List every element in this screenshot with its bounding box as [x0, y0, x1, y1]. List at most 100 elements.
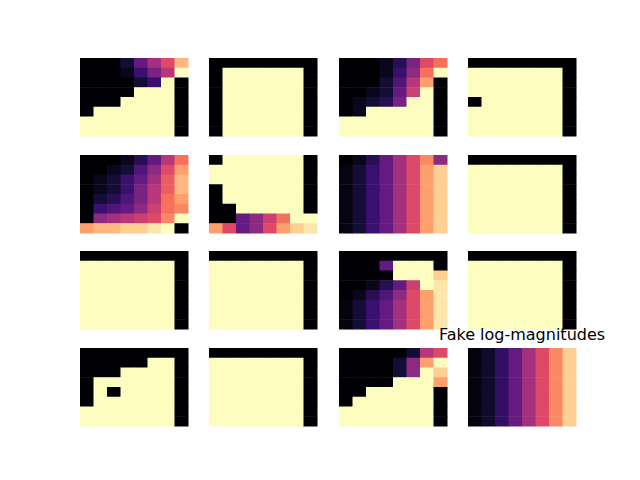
heatmap-cell [161, 87, 175, 97]
heatmap-cell [161, 368, 175, 378]
heatmap-cell [549, 58, 563, 68]
heatmap-cell [236, 78, 250, 88]
heatmap-cell [495, 290, 509, 300]
heatmap-cell [148, 397, 162, 407]
heatmap-cell [468, 204, 482, 214]
heatmap-cell [468, 251, 482, 261]
heatmap-cell [380, 204, 394, 214]
heatmap-cell [393, 310, 407, 320]
heatmap-cell [407, 368, 421, 378]
heatmap-cell [148, 117, 162, 127]
heatmap-cell [380, 165, 394, 175]
heatmap-cell [536, 387, 550, 397]
heatmap-cell [509, 194, 523, 204]
heatmap-cell [250, 261, 264, 271]
heatmap-cell [277, 310, 291, 320]
heatmap-cell [209, 165, 223, 175]
heatmap-cell [161, 97, 175, 107]
heatmap-cell [161, 155, 175, 165]
heatmap-cell [407, 319, 421, 329]
heatmap-cell [94, 126, 108, 136]
heatmap-cell [522, 310, 536, 320]
heatmap-cell [468, 271, 482, 281]
heatmap-cell [339, 87, 353, 97]
heatmap-cell [236, 223, 250, 233]
heatmap-cell [549, 194, 563, 204]
heatmap-cell [482, 68, 496, 78]
heatmap-cell [121, 184, 135, 194]
heatmap-cell [434, 251, 448, 261]
heatmap-cell [549, 271, 563, 281]
heatmap-cell [263, 78, 277, 88]
heatmap-cell [380, 97, 394, 107]
heatmap-cell [209, 368, 223, 378]
heatmap-cell [407, 416, 421, 426]
heatmap-cell [522, 300, 536, 310]
heatmap-cell [236, 117, 250, 127]
heatmap-cell [407, 126, 421, 136]
heatmap-cell [209, 348, 223, 358]
heatmap-cell [563, 175, 577, 185]
heatmap-cell [175, 319, 189, 329]
heatmap-cell [236, 348, 250, 358]
heatmap-cell [495, 377, 509, 387]
heatmap-cell [482, 97, 496, 107]
heatmap-cell [236, 175, 250, 185]
heatmap-cell [549, 165, 563, 175]
heatmap-cell [522, 107, 536, 117]
heatmap-cell [277, 368, 291, 378]
heatmap-cell [393, 214, 407, 224]
heatmap-cell [563, 78, 577, 88]
heatmap-cell [107, 107, 121, 117]
heatmap-cell [393, 319, 407, 329]
heatmap-cell [353, 377, 367, 387]
heatmap-cell [536, 290, 550, 300]
heatmap-cell [522, 117, 536, 127]
heatmap-cell [482, 223, 496, 233]
heatmap-cell [482, 107, 496, 117]
heatmap-cell [468, 280, 482, 290]
heatmap-cell [353, 107, 367, 117]
heatmap-cell [277, 117, 291, 127]
heatmap-cell [563, 107, 577, 117]
heatmap-cell [522, 407, 536, 417]
heatmap-cell [468, 300, 482, 310]
heatmap-cell [393, 87, 407, 97]
heatmap-cell [536, 97, 550, 107]
heatmap-cell [134, 387, 148, 397]
heatmap-cell [250, 319, 264, 329]
heatmap-cell [175, 175, 189, 185]
heatmap-cell [121, 214, 135, 224]
heatmap-cell [420, 300, 434, 310]
heatmap-cell [236, 97, 250, 107]
heatmap-cell [121, 290, 135, 300]
heatmap-cell [277, 204, 291, 214]
heatmap-cell [175, 117, 189, 127]
heatmap-cell [134, 117, 148, 127]
heatmap-cell [420, 87, 434, 97]
heatmap-cell [549, 214, 563, 224]
heatmap-cell [536, 78, 550, 88]
heatmap-cell [393, 126, 407, 136]
heatmap-cell [236, 310, 250, 320]
heatmap-cell [223, 204, 237, 214]
heatmap-cell [522, 397, 536, 407]
heatmap-cell [161, 117, 175, 127]
heatmap-cell [263, 271, 277, 281]
heatmap-cell [223, 251, 237, 261]
heatmap-cell [495, 368, 509, 378]
heatmap-cell [366, 155, 380, 165]
heatmap-cell [393, 358, 407, 368]
heatmap-cell [393, 387, 407, 397]
heatmap-cell [134, 223, 148, 233]
heatmap-cell [468, 358, 482, 368]
heatmap-cell [304, 310, 318, 320]
heatmap-cell [353, 194, 367, 204]
heatmap-cell [80, 387, 94, 397]
heatmap-panel [80, 251, 189, 330]
heatmap-cell [250, 280, 264, 290]
heatmap-cell [482, 416, 496, 426]
heatmap-cell [209, 97, 223, 107]
heatmap-cell [223, 397, 237, 407]
heatmap-cell [366, 397, 380, 407]
